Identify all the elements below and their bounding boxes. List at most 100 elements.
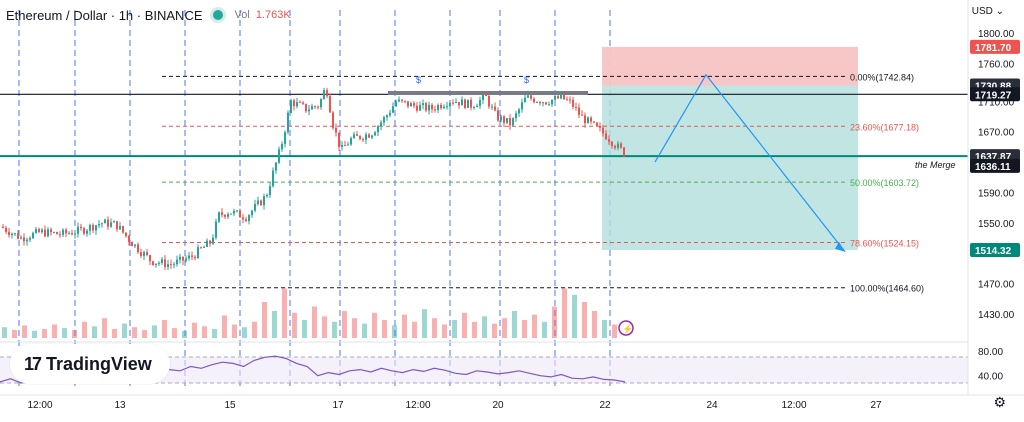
volume-bar (52, 324, 57, 338)
candle-body (398, 99, 400, 102)
event-icon (618, 320, 634, 336)
price-label: 1637.87 (975, 152, 1012, 163)
candle-body (608, 139, 610, 142)
candle-body (167, 264, 169, 267)
candle-body (137, 244, 139, 253)
volume-bar (462, 312, 467, 338)
candle-body (188, 255, 190, 259)
x-tick-label: 22 (599, 400, 611, 411)
candle-body (86, 230, 88, 234)
volume-bar (612, 324, 617, 338)
candle-body (452, 102, 454, 104)
candle-body (569, 99, 571, 101)
volume-bar (452, 320, 457, 338)
gear-icon[interactable]: ⚙ (993, 394, 1006, 410)
candle-body (218, 212, 220, 222)
x-tick-label: 15 (224, 400, 236, 411)
volume-bar (532, 314, 537, 338)
candle-body (527, 95, 529, 98)
symbol-title[interactable]: Ethereum / Dollar · 1h · BINANCE (6, 7, 203, 23)
candle-body (80, 226, 82, 229)
candle-body (194, 256, 196, 259)
lightning-icon: ⚡ (622, 323, 633, 335)
volume-label: Vol (234, 9, 250, 21)
candle-body (404, 100, 406, 102)
y-tick-label: 1550.00 (978, 219, 1015, 230)
price-label: 1730.88 (975, 81, 1012, 92)
volume-bar (422, 309, 427, 338)
volume-bar (392, 325, 397, 338)
volume-bar (332, 321, 337, 338)
volume-bar (302, 320, 307, 338)
candle-body (125, 232, 127, 237)
candle-body (254, 204, 256, 211)
volume-bar (12, 329, 17, 338)
candle-body (482, 94, 484, 101)
candle-body (518, 109, 520, 114)
candle-body (269, 186, 271, 196)
candle-body (236, 210, 238, 212)
candle-body (317, 106, 319, 108)
candle-body (479, 100, 481, 106)
y-tick-label: 1470.00 (978, 280, 1015, 291)
dollar-marker: $ (524, 75, 529, 85)
candle-body (305, 103, 307, 112)
volume-bar (202, 326, 207, 338)
candle-body (536, 101, 538, 103)
candle-body (56, 232, 58, 235)
candle-body (275, 162, 277, 171)
candle-body (386, 115, 388, 118)
volume-bar (72, 329, 77, 338)
candle-body (161, 259, 163, 263)
candle-body (299, 102, 301, 104)
volume-bar (272, 311, 277, 338)
volume-bar (592, 311, 597, 338)
candle-body (473, 107, 475, 109)
candle-body (515, 113, 517, 119)
currency-dropdown[interactable]: USD ⌄ (971, 6, 1004, 17)
y-tick-label: 1760.00 (978, 59, 1015, 70)
candle-body (140, 252, 142, 256)
candle-body (338, 132, 340, 148)
symbol-header: Ethereum / Dollar · 1h · BINANCE Vol 1.7… (6, 6, 291, 24)
forecast-arrow-head (835, 241, 845, 252)
candle-body (596, 122, 598, 126)
price-label: 1636.11 (975, 162, 1011, 173)
candle-body (47, 229, 49, 237)
price-label: 1514.32 (975, 246, 1012, 257)
candle-body (425, 103, 427, 111)
candle-body (182, 256, 184, 261)
candle-body (410, 103, 412, 107)
volume-bar (482, 316, 487, 338)
candle-body (407, 101, 409, 107)
candle-body (587, 117, 589, 124)
volume-bar (162, 320, 167, 338)
volume-bar (192, 322, 197, 338)
candle-body (155, 263, 157, 266)
candle-body (395, 101, 397, 107)
volume-bar (152, 325, 157, 338)
candle-body (53, 232, 55, 234)
candle-body (578, 107, 580, 115)
candle-body (176, 259, 178, 265)
volume-bar (312, 306, 317, 338)
candle-body (464, 99, 466, 108)
candle-body (530, 95, 532, 99)
candle-body (533, 98, 535, 103)
candle-body (497, 110, 499, 121)
volume-bar (262, 302, 267, 338)
candle-body (566, 99, 568, 101)
candle-body (614, 145, 616, 148)
candle-body (590, 117, 592, 122)
candle-body (623, 147, 625, 157)
candle-body (560, 93, 562, 99)
price-label-box (970, 242, 1020, 257)
y-tick-label: 1590.00 (978, 188, 1015, 199)
candle-body (257, 200, 259, 205)
price-label: 1781.70 (975, 43, 1012, 54)
candle-body (542, 102, 544, 104)
volume-bar (232, 324, 237, 338)
candle-body (242, 217, 244, 220)
candle-body (14, 233, 16, 235)
